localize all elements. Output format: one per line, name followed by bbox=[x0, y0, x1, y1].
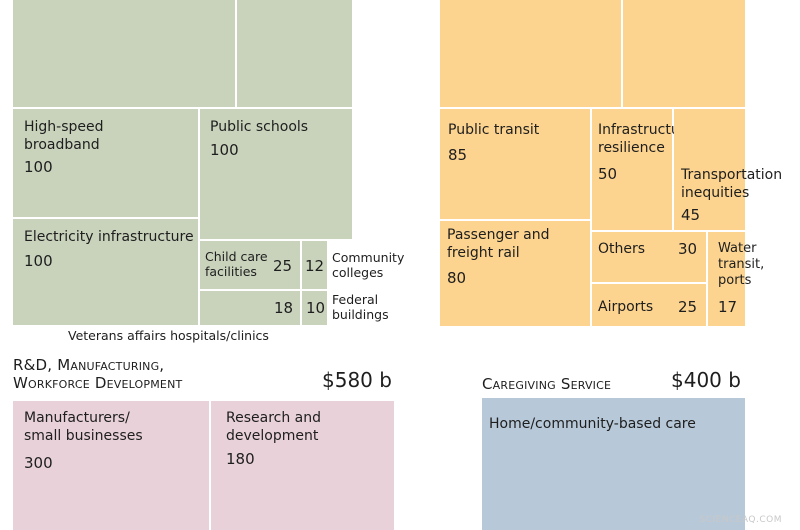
label-veterans-affairs: Veterans affairs hospitals/clinics bbox=[68, 328, 269, 343]
tile-manufacturers: Manufacturers/ small businesses 300 bbox=[13, 401, 209, 530]
tile-community-colleges: 12 bbox=[302, 241, 327, 289]
tile-child-care-facilities: Child care facilities 25 bbox=[200, 241, 300, 289]
tile-federal-buildings: 10 bbox=[302, 291, 327, 325]
label-research-development: Research and development bbox=[226, 410, 322, 444]
tile-airports: Airports 25 bbox=[592, 284, 706, 326]
value-public-schools: 100 bbox=[210, 141, 239, 159]
value-research-development: 180 bbox=[226, 450, 255, 468]
heading-rd-manufacturing: R&D, Manufacturing, Workforce Developmen… bbox=[13, 356, 183, 392]
label-federal-buildings: Federal buildings bbox=[332, 292, 389, 322]
tile-top-left-1 bbox=[13, 0, 235, 107]
tile-public-transit: Public transit 85 bbox=[440, 109, 590, 219]
label-child-care-facilities: Child care facilities bbox=[205, 249, 268, 279]
label-home-community-care: Home/community-based care bbox=[489, 416, 696, 432]
value-high-speed-broadband: 100 bbox=[24, 158, 53, 176]
tile-high-speed-broadband: High-speed broadband 100 bbox=[13, 109, 198, 217]
label-public-transit: Public transit bbox=[448, 122, 540, 138]
value-water-transit-ports: 17 bbox=[718, 298, 738, 316]
label-public-schools: Public schools bbox=[210, 119, 309, 135]
value-others: 30 bbox=[678, 240, 698, 258]
label-passenger-freight-rail: Passenger and freight rail bbox=[447, 227, 550, 261]
tile-top-right-1 bbox=[440, 0, 621, 107]
tile-passenger-freight-rail: Passenger and freight rail 80 bbox=[440, 221, 590, 326]
tile-infrastructure-resilience: Infrastructure resilience 50 bbox=[592, 109, 694, 230]
value-veterans-affairs: 18 bbox=[274, 299, 294, 317]
label-airports: Airports bbox=[598, 299, 654, 315]
label-manufacturers: Manufacturers/ small businesses bbox=[24, 410, 143, 444]
heading-caregiving-service: Caregiving Service bbox=[482, 375, 612, 393]
label-transportation-inequities: Transportation inequities bbox=[681, 167, 783, 201]
label-water-transit-ports: Water transit, ports bbox=[718, 241, 765, 288]
value-manufacturers: 300 bbox=[24, 454, 53, 472]
watermark: SCIENCEAQ.COM bbox=[699, 515, 782, 525]
tile-research-development: Research and development 180 bbox=[211, 401, 394, 530]
value-electricity-infrastructure: 100 bbox=[24, 252, 53, 270]
label-infrastructure-resilience: Infrastructure resilience bbox=[598, 122, 694, 156]
value-child-care-facilities: 25 bbox=[273, 257, 293, 275]
tile-top-left-2 bbox=[237, 0, 352, 107]
value-public-transit: 85 bbox=[448, 146, 468, 164]
tile-home-community-care: Home/community-based care bbox=[482, 398, 745, 530]
label-electricity-infrastructure: Electricity infrastructure bbox=[24, 229, 194, 245]
value-infrastructure-resilience: 50 bbox=[598, 165, 618, 183]
tile-transportation-inequities: Transportation inequities 45 bbox=[674, 109, 782, 230]
total-caregiving-service: $400 b bbox=[671, 368, 741, 392]
tile-veterans-affairs: 18 bbox=[200, 291, 300, 325]
value-federal-buildings: 10 bbox=[306, 299, 326, 317]
value-community-colleges: 12 bbox=[305, 257, 325, 275]
tile-public-schools: Public schools 100 bbox=[200, 109, 352, 239]
tile-electricity-infrastructure: Electricity infrastructure 100 bbox=[13, 219, 198, 325]
value-airports: 25 bbox=[678, 298, 698, 316]
tile-top-right-2 bbox=[623, 0, 745, 107]
tile-others: Others 30 bbox=[592, 232, 706, 282]
total-rd-manufacturing: $580 b bbox=[322, 368, 392, 392]
tile-water-transit-ports: Water transit, ports 17 bbox=[708, 232, 764, 326]
value-transportation-inequities: 45 bbox=[681, 206, 701, 224]
label-others: Others bbox=[598, 241, 646, 257]
label-high-speed-broadband: High-speed broadband bbox=[24, 119, 104, 153]
label-community-colleges: Community colleges bbox=[332, 250, 405, 280]
value-passenger-freight-rail: 80 bbox=[447, 269, 467, 287]
